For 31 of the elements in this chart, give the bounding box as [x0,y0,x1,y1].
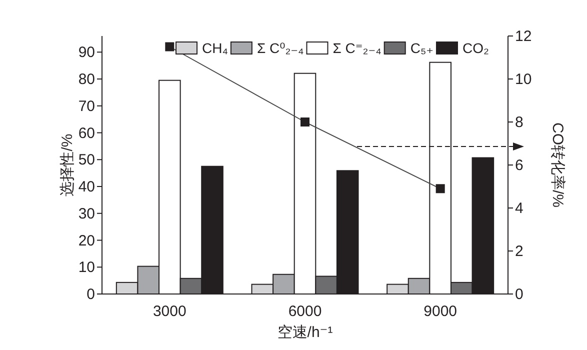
legend-label: CH₄ [202,40,228,56]
y2-tick-label: 4 [515,200,524,217]
y-tick-label: 70 [78,98,95,115]
legend-label: Σ C⁼₂₋₄ [332,40,382,56]
y-tick-label: 60 [78,124,95,142]
y-axis-title: 选择性/% [59,134,76,196]
x-tick-label: 3000 [152,303,186,320]
y2-tick-label: 8 [515,114,524,131]
y2-tick-label: 2 [515,243,524,260]
x-tick-label: 9000 [424,303,458,320]
y-tick-label: 50 [78,152,95,169]
point [436,184,445,194]
y-tick-label: 90 [78,44,95,62]
y-tick-label: 10 [78,259,95,276]
x-tick-label: 6000 [288,303,322,320]
point [300,118,310,126]
point [165,42,174,52]
legend-label: C₅₊ [410,40,434,56]
y2-tick-label: 0 [515,286,524,303]
x-axis-title: 空速/h⁻¹ [277,324,333,341]
y-tick-label: 30 [78,205,95,222]
y-tick-label: 80 [78,71,95,88]
y2-tick-label: 10 [515,71,532,88]
y-tick-label: 0 [86,286,95,303]
legend-label: Σ C⁰₂₋₄ [256,40,304,56]
legend-label: CO₂ [462,40,489,56]
y-tick-label: 40 [78,178,95,196]
y2-tick-label: 6 [515,157,524,174]
y2-tick-label: 12 [515,28,532,45]
y-tick-label: 20 [78,232,95,250]
y2-axis-title: CO转化率/% [549,122,566,208]
